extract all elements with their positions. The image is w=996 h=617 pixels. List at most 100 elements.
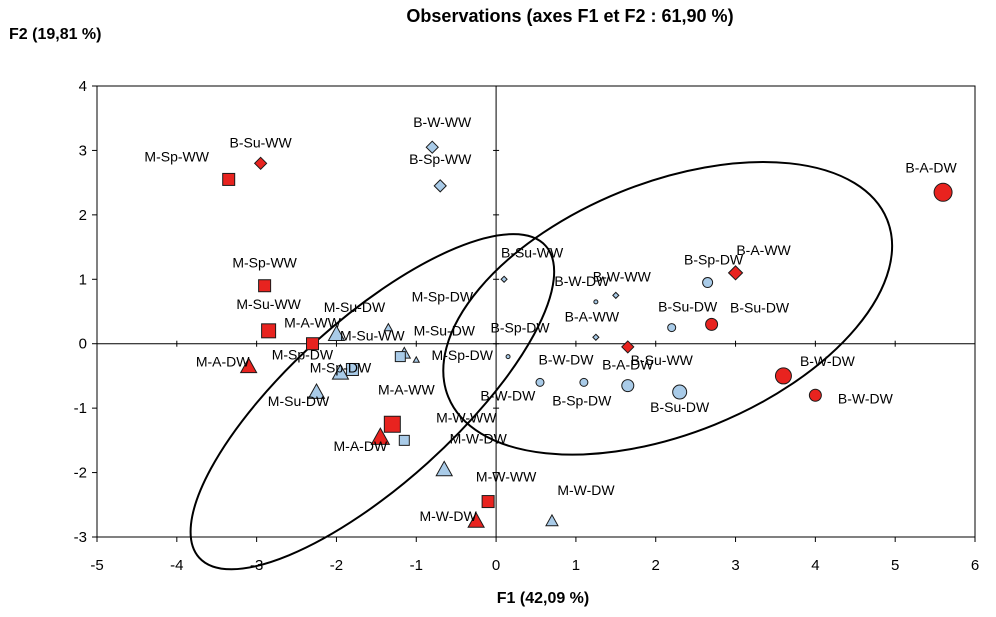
point-marker [535, 377, 545, 387]
point-label: B-W-DW [539, 351, 595, 367]
point-label: B-Su-WW [230, 134, 293, 150]
y-tick-label: -3 [74, 529, 87, 546]
point-label: B-Sp-WW [409, 151, 472, 167]
point-label: B-A-DW [602, 357, 654, 373]
point-marker [621, 379, 635, 393]
point-label: B-Su-DW [658, 299, 718, 315]
y-tick-label: 1 [79, 271, 87, 288]
point-label: B-Sp-DW [491, 320, 551, 336]
point-marker [394, 351, 406, 363]
point-label: M-Sp-DW [432, 347, 494, 363]
y-tick-label: 3 [79, 142, 87, 159]
y-tick-label: 0 [79, 336, 87, 353]
point-marker [239, 357, 258, 374]
point-marker [705, 317, 719, 331]
point-marker [467, 511, 485, 528]
point-label: M-Sp-WW [144, 148, 209, 164]
point-label: M-W-WW [436, 409, 497, 425]
point-label: B-Su-DW [730, 299, 790, 315]
y-tick-label: -1 [74, 400, 87, 417]
point-marker [261, 323, 277, 339]
point-marker [505, 354, 511, 360]
point-label: B-Su-WW [501, 244, 564, 260]
x-tick-label: 1 [572, 557, 580, 574]
point-marker [621, 340, 635, 354]
point-label: B-A-WW [565, 308, 620, 324]
point-marker [774, 367, 792, 385]
point-marker [672, 384, 688, 400]
point-label: B-Sp-DW [684, 252, 744, 268]
point-marker [727, 265, 744, 281]
point-label: M-Sp-DW [310, 360, 372, 376]
point-label: M-A-WW [284, 315, 342, 331]
point-label: M-A-DW [196, 353, 250, 369]
point-marker [398, 434, 410, 446]
point-label: M-W-WW [476, 469, 537, 485]
point-marker [433, 179, 447, 193]
point-marker [667, 323, 677, 333]
x-axis-label: F1 (42,09 %) [496, 590, 590, 607]
point-marker [425, 140, 439, 154]
x-tick-label: -5 [90, 557, 103, 574]
point-marker [383, 415, 401, 433]
point-marker [933, 182, 953, 202]
point-marker [412, 355, 421, 363]
point-label: B-W-DW [554, 273, 610, 289]
x-tick-label: -1 [410, 557, 423, 574]
x-tick-label: 3 [731, 557, 739, 574]
chart-title: Observations (axes F1 et F2 : 61,90 %) [406, 6, 734, 26]
point-label: M-W-DW [557, 482, 615, 498]
point-marker [435, 460, 454, 477]
point-marker [331, 363, 350, 380]
x-tick-label: -2 [330, 557, 343, 574]
point-marker [481, 495, 495, 509]
x-tick-label: 4 [811, 557, 819, 574]
point-label: B-A-WW [736, 242, 791, 258]
point-marker [306, 337, 320, 351]
point-label: M-W-DW [450, 430, 508, 446]
x-tick-label: 2 [652, 557, 660, 574]
point-label: M-Su-DW [268, 393, 330, 409]
right-ellipse [442, 160, 894, 456]
point-marker [222, 172, 236, 186]
point-marker [370, 427, 391, 445]
point-marker [702, 277, 714, 289]
x-tick-label: 6 [971, 557, 979, 574]
point-label: M-Sp-WW [232, 255, 297, 271]
x-tick-label: -4 [170, 557, 183, 574]
point-label: M-Su-WW [236, 296, 301, 312]
point-marker [500, 275, 508, 283]
point-label: M-Sp-DW [272, 346, 334, 362]
point-label: B-Su-DW [650, 399, 710, 415]
point-label: M-A-DW [334, 438, 388, 454]
point-label: M-Su-DW [324, 299, 386, 315]
point-label: B-W-DW [800, 353, 856, 369]
point-label: B-A-DW [905, 159, 957, 175]
point-marker [345, 362, 359, 376]
point-marker [593, 299, 599, 305]
point-marker [258, 279, 272, 293]
point-marker [545, 513, 559, 527]
y-tick-label: 4 [79, 78, 87, 95]
y-tick-label: -2 [74, 465, 87, 482]
point-marker [327, 325, 346, 341]
x-tick-label: 5 [891, 557, 899, 574]
point-label: M-Sp-DW [412, 289, 474, 305]
point-marker [612, 291, 620, 300]
point-label: B-W-DW [480, 387, 536, 403]
point-label: M-A-WW [378, 381, 436, 397]
point-marker [579, 377, 589, 387]
point-marker [383, 322, 394, 332]
point-label: B-Sp-DW [552, 393, 612, 409]
point-marker [808, 388, 822, 402]
y-tick-label: 2 [79, 207, 87, 224]
x-tick-label: 0 [492, 557, 500, 574]
point-marker [253, 156, 268, 171]
point-label: B-W-WW [413, 114, 472, 130]
point-label: B-Su-WW [631, 352, 694, 368]
point-label: B-W-WW [593, 268, 652, 284]
point-label: B-W-DW [838, 390, 894, 406]
y-axis-label: F2 (19,81 %) [9, 26, 102, 43]
point-marker [592, 333, 600, 341]
